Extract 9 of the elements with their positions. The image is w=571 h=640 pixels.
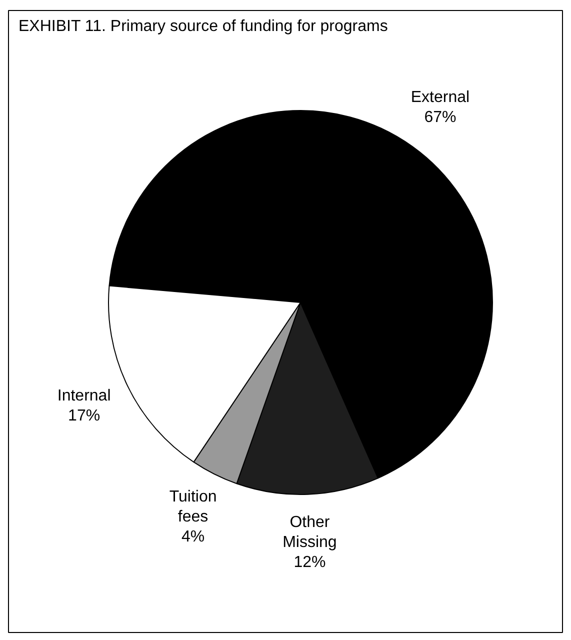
slice-label: External [410, 88, 470, 106]
slice-label: Internal [57, 388, 111, 405]
data-label: 67% [424, 108, 456, 126]
slice-label: Other Missing [282, 514, 337, 551]
chart-title: EXHIBIT 11. Primary source of funding for programs [18, 18, 388, 35]
slice-label: Tuition fees [169, 488, 217, 526]
data-label: 4% [181, 528, 205, 546]
data-label: 12% [294, 554, 326, 571]
data-label: 17% [68, 408, 100, 425]
